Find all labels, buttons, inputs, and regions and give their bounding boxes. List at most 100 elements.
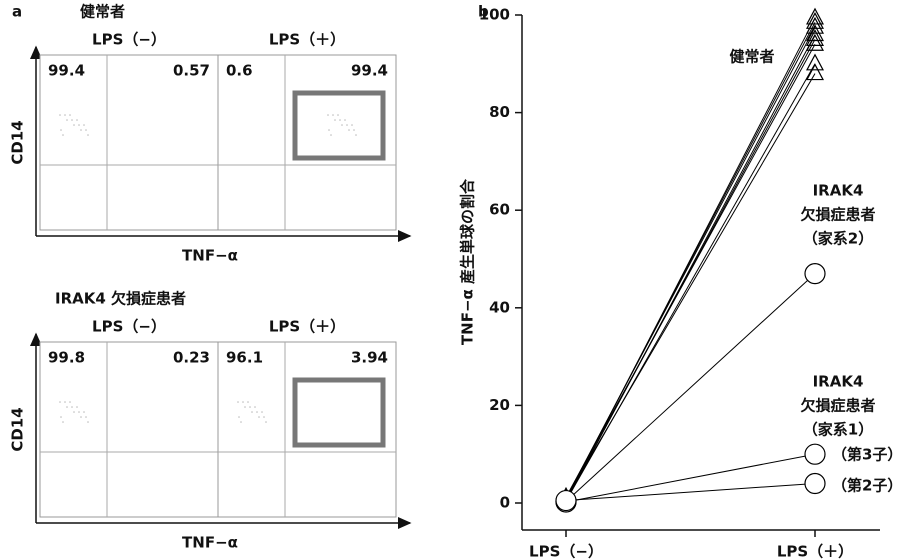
flow-plot xyxy=(40,342,218,517)
event-dot xyxy=(80,416,82,418)
condition-label: LPS（＋） xyxy=(269,31,345,49)
event-dot xyxy=(62,421,64,423)
event-dot xyxy=(59,114,61,116)
quadrant-value: 3.94 xyxy=(351,349,388,367)
series-line xyxy=(566,454,815,502)
event-dot xyxy=(327,114,329,116)
x-tick-label: LPS（＋） xyxy=(777,543,853,560)
annotation: （第2子） xyxy=(832,477,902,495)
x-tick-label: LPS（−） xyxy=(529,543,603,560)
event-dot xyxy=(344,119,346,121)
annotation: 健常者 xyxy=(729,48,774,66)
y-axis-label: CD14 xyxy=(9,120,27,164)
event-dot xyxy=(254,406,256,408)
event-dot xyxy=(353,129,355,131)
series-line xyxy=(566,74,815,499)
annotation: 欠損症患者 xyxy=(800,397,875,415)
event-dot xyxy=(60,129,62,131)
annotation: IRAK4 xyxy=(813,182,864,200)
triangle-marker xyxy=(807,9,823,24)
y-tick-label: 100 xyxy=(479,6,510,24)
annotation: （家系1） xyxy=(803,421,873,439)
annotation: （第3子） xyxy=(832,446,902,464)
event-dot xyxy=(83,124,85,126)
condition-label: LPS（−） xyxy=(92,318,166,336)
flow-plot xyxy=(218,55,396,230)
quadrant-value: 96.1 xyxy=(226,349,263,367)
event-dot xyxy=(62,134,64,136)
event-dot xyxy=(261,411,263,413)
event-dot xyxy=(351,124,353,126)
y-tick-label: 60 xyxy=(489,201,510,219)
event-dot xyxy=(237,401,239,403)
event-dot xyxy=(87,421,89,423)
event-dot xyxy=(244,406,246,408)
triangle-marker xyxy=(807,65,823,80)
annotation: （家系2） xyxy=(803,230,873,248)
event-dot xyxy=(348,129,350,131)
series-line xyxy=(566,483,815,500)
quadrant-value: 99.4 xyxy=(351,62,388,80)
event-dot xyxy=(64,401,66,403)
flow-plot xyxy=(40,55,218,230)
y-axis-label: TNF−α 産生単球の割合 xyxy=(459,178,477,345)
y-tick-label: 0 xyxy=(500,494,510,512)
event-dot xyxy=(334,119,336,121)
x-axis-label: TNF−α xyxy=(182,247,238,265)
event-dot xyxy=(341,124,343,126)
condition-label: LPS（−） xyxy=(92,31,166,49)
condition-label: LPS（＋） xyxy=(269,318,345,336)
group-title: 健常者 xyxy=(80,3,125,21)
triangle-marker xyxy=(807,55,823,70)
event-dot xyxy=(69,401,71,403)
event-dot xyxy=(69,114,71,116)
event-dot xyxy=(73,411,75,413)
event-dot xyxy=(85,129,87,131)
event-dot xyxy=(337,114,339,116)
event-dot xyxy=(242,401,244,403)
quadrant-value: 99.8 xyxy=(48,349,85,367)
event-dot xyxy=(251,411,253,413)
event-dot xyxy=(64,114,66,116)
event-dot xyxy=(258,416,260,418)
event-dot xyxy=(87,134,89,136)
event-dot xyxy=(80,129,82,131)
figure: a b 健常者CD14TNF−αLPS（−）99.40.57LPS（＋）0.69… xyxy=(0,0,904,560)
event-dot xyxy=(85,416,87,418)
panel-label: a xyxy=(12,3,22,21)
event-dot xyxy=(78,411,80,413)
annotation: IRAK4 xyxy=(813,373,864,391)
x-axis-label: TNF−α xyxy=(182,534,238,552)
event-dot xyxy=(76,406,78,408)
event-dot xyxy=(71,406,73,408)
event-dot xyxy=(73,124,75,126)
y-axis-label: CD14 xyxy=(9,407,27,451)
series-line xyxy=(566,27,815,498)
event-dot xyxy=(78,124,80,126)
y-tick-label: 80 xyxy=(489,103,510,121)
event-dot xyxy=(339,119,341,121)
event-dot xyxy=(265,421,267,423)
event-dot xyxy=(263,416,265,418)
event-dot xyxy=(346,124,348,126)
quadrant-value: 0.6 xyxy=(226,62,253,80)
event-dot xyxy=(66,406,68,408)
event-dot xyxy=(71,119,73,121)
event-dot xyxy=(59,401,61,403)
series-line xyxy=(566,44,815,497)
annotation: 欠損症患者 xyxy=(800,206,875,224)
series-line xyxy=(566,274,815,502)
circle-marker xyxy=(805,264,825,284)
circle-marker xyxy=(805,444,825,464)
group-title: IRAK4 欠損症患者 xyxy=(55,290,186,308)
event-dot xyxy=(247,401,249,403)
event-dot xyxy=(328,129,330,131)
circle-marker xyxy=(556,491,576,511)
event-dot xyxy=(66,119,68,121)
y-tick-label: 20 xyxy=(489,396,510,414)
event-dot xyxy=(330,134,332,136)
event-dot xyxy=(240,421,242,423)
quadrant-value: 0.23 xyxy=(173,349,210,367)
event-dot xyxy=(60,416,62,418)
event-dot xyxy=(256,411,258,413)
